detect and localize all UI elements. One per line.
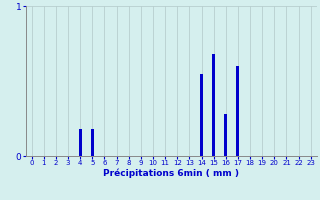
Bar: [91, 129, 94, 156]
Bar: [212, 54, 215, 156]
X-axis label: Précipitations 6min ( mm ): Précipitations 6min ( mm ): [103, 169, 239, 178]
Bar: [224, 114, 227, 156]
Bar: [236, 66, 239, 156]
Bar: [79, 129, 82, 156]
Bar: [200, 73, 203, 156]
